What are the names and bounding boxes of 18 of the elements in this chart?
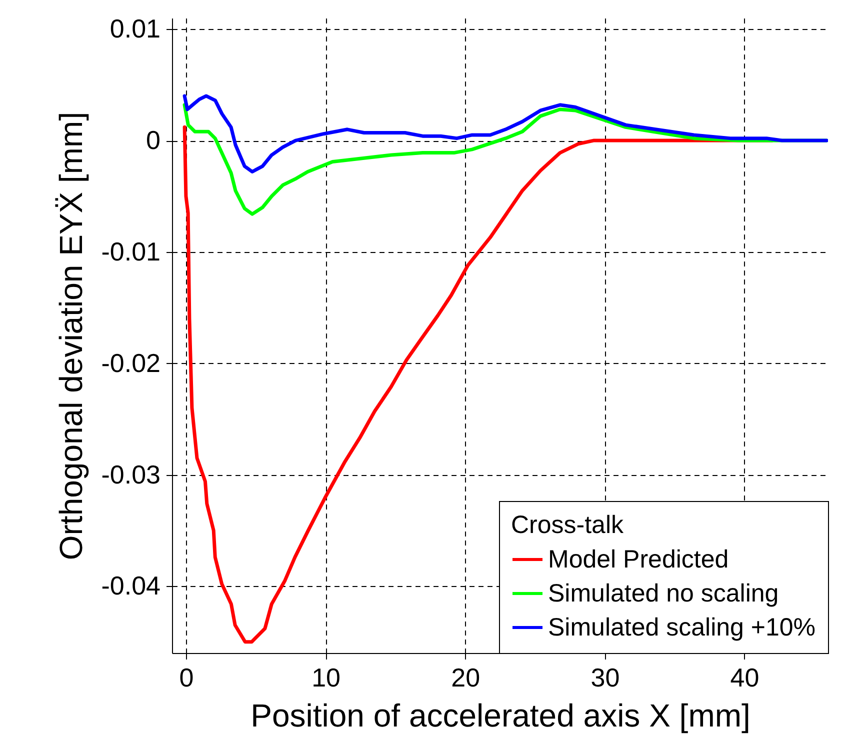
x-tick-label: 0 xyxy=(179,662,194,692)
line-series xyxy=(182,94,828,174)
x-tick-label: 20 xyxy=(451,662,480,692)
y-tick-label: 0.01 xyxy=(110,14,160,44)
y-tick-label: 0 xyxy=(146,125,160,156)
x-axis-title: Position of accelerated axis X [mm] xyxy=(250,698,750,734)
legend-label: Model Predicted xyxy=(548,546,729,574)
y-tick-label: -0.01 xyxy=(101,236,160,266)
y-tick-label: -0.04 xyxy=(101,570,160,601)
x-tick-label: 30 xyxy=(590,662,620,692)
y-axis-title: Orthogonal deviation EYẌ [mm] xyxy=(53,112,90,560)
y-tick-label: -0.02 xyxy=(101,348,160,378)
legend-title: Cross-talk xyxy=(511,511,624,539)
x-tick-label: 40 xyxy=(730,662,760,692)
x-tick-label: 10 xyxy=(312,662,340,692)
y-tick-label: -0.03 xyxy=(101,459,160,490)
legend-label: Simulated no scaling xyxy=(548,580,779,608)
legend-label: Simulated scaling +10% xyxy=(548,614,816,642)
